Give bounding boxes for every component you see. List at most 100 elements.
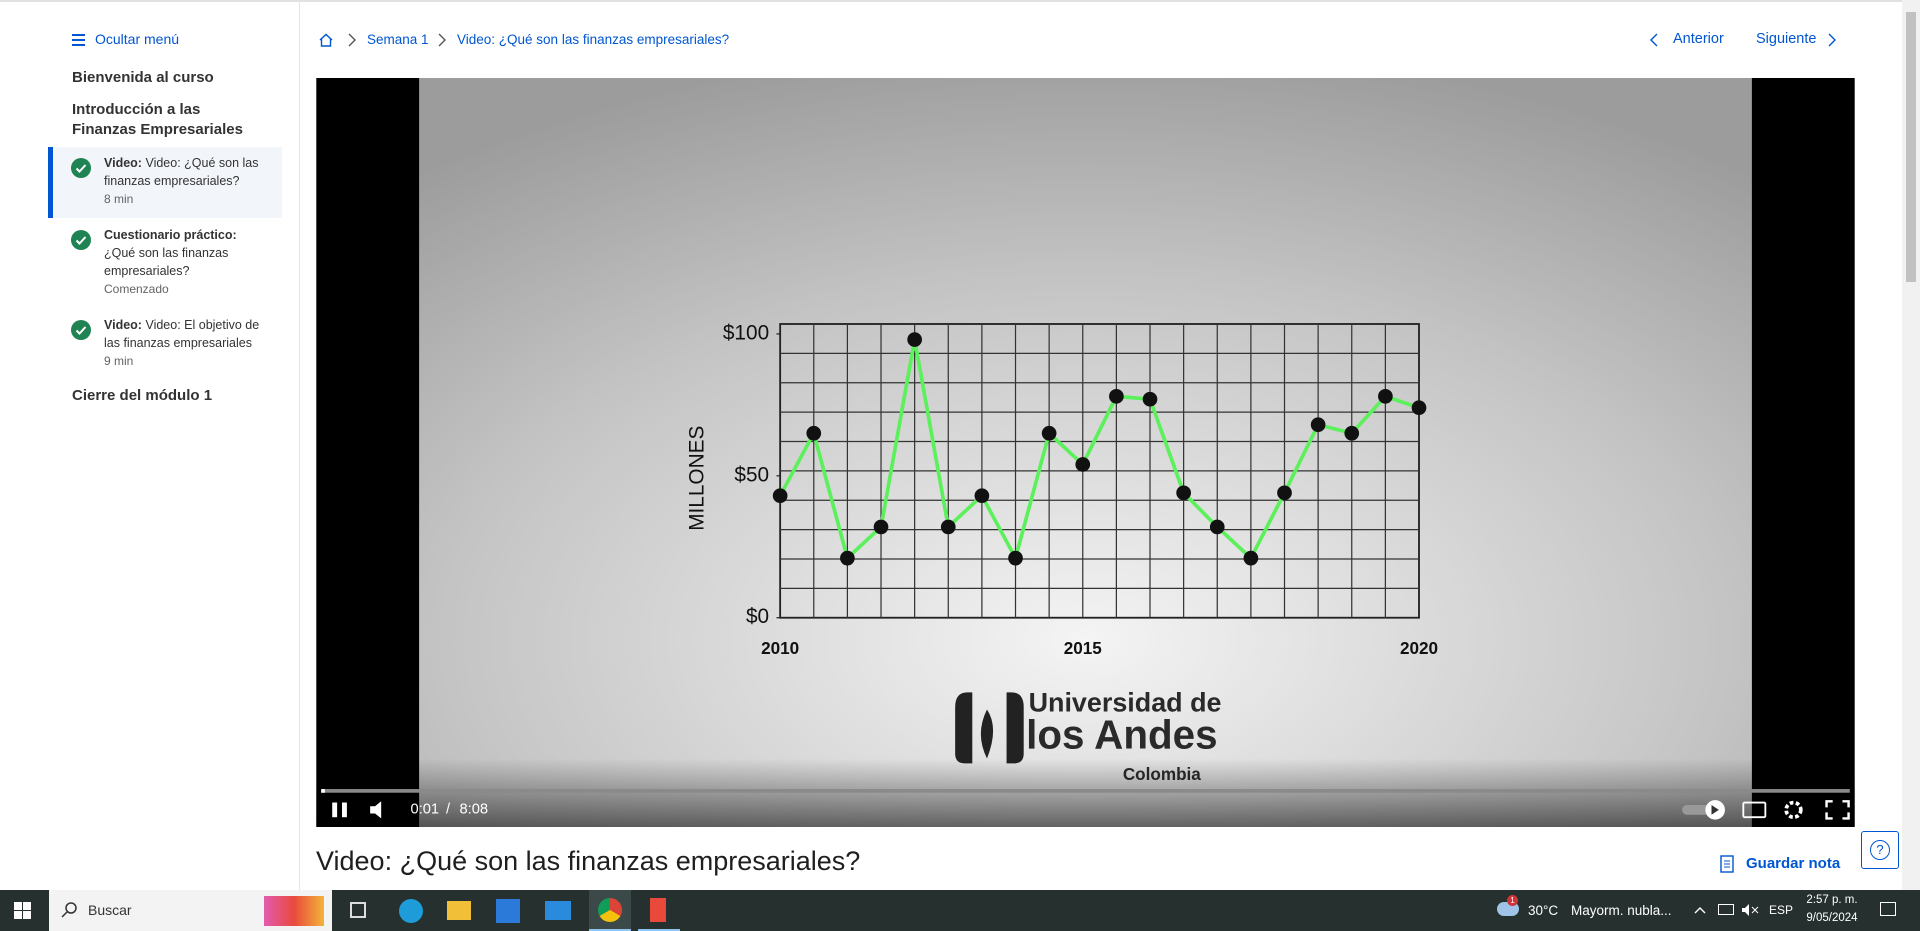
item-kind: Video:	[104, 318, 142, 332]
network-icon[interactable]	[1718, 904, 1734, 915]
help-button[interactable]: ?	[1861, 831, 1899, 869]
y-tick-label: $0	[746, 605, 769, 628]
data-point	[1109, 389, 1124, 404]
video-chart: $0 $50 $100 MILLONES 2010 2015 2020	[686, 321, 1438, 658]
sidebar: Ocultar menú Bienvenida al curso Introdu…	[0, 0, 300, 890]
data-point	[806, 425, 822, 441]
language[interactable]: ESP	[1769, 903, 1794, 917]
x-tick-label: 2015	[1064, 638, 1103, 658]
time-separator: /	[446, 802, 451, 818]
captions-button[interactable]	[1742, 801, 1767, 819]
data-point	[1411, 400, 1427, 416]
store-icon[interactable]	[496, 899, 520, 923]
volume-button[interactable]	[370, 801, 382, 819]
item-title: ¿Qué son las finanzas empresariales?	[104, 246, 229, 278]
edge-icon[interactable]	[399, 899, 423, 923]
progress-track[interactable]	[321, 789, 1850, 793]
fullscreen-button[interactable]	[1825, 800, 1850, 820]
lesson-item[interactable]: Video: Video: El objetivo de las finanza…	[104, 316, 264, 370]
data-point	[1378, 389, 1393, 404]
weather-badge: 1	[1507, 895, 1518, 906]
active-indicator	[48, 147, 53, 218]
x-tick-label: 2010	[761, 638, 799, 658]
video-player[interactable]: $0 $50 $100 MILLONES 2010 2015 2020 Universida…	[316, 78, 1855, 827]
duration: 8:08	[459, 802, 488, 818]
mail-icon[interactable]	[545, 901, 571, 920]
chevron-left	[1650, 33, 1658, 47]
item-meta: 8 min	[104, 192, 134, 206]
data-point	[772, 488, 788, 504]
explorer-icon[interactable]	[447, 901, 471, 920]
check-icon	[71, 320, 91, 340]
logo-text: Universidad de	[1029, 688, 1222, 718]
data-point	[1075, 457, 1091, 472]
volume-icon[interactable]	[1741, 903, 1759, 917]
current-time: 0:01	[411, 802, 440, 818]
tray-chevron[interactable]	[1694, 905, 1706, 915]
section-title[interactable]: Bienvenida al curso	[72, 69, 214, 86]
chevron	[348, 33, 356, 47]
next-button[interactable]: Siguiente	[1756, 31, 1817, 47]
section-title[interactable]: Cierre del módulo 1	[72, 387, 213, 404]
scroll-thumb[interactable]	[1906, 12, 1916, 282]
search-text: Buscar	[88, 902, 132, 918]
data-line	[778, 339, 1420, 564]
breadcrumb-link[interactable]: Semana 1	[367, 32, 429, 47]
clock-date[interactable]: 9/05/2024	[1806, 912, 1858, 924]
clock-time[interactable]: 2:57 p. m.	[1806, 894, 1858, 906]
search-box[interactable]: Buscar	[49, 890, 332, 931]
taskbar: Buscar 1 30°C Mayorm. nubla... ESP 2:57 …	[0, 890, 1920, 931]
data-point	[1277, 485, 1292, 501]
data-point	[873, 519, 889, 535]
breadcrumb-link[interactable]: Video: ¿Qué son las finanzas empresarial…	[457, 32, 730, 47]
data-point	[1209, 519, 1225, 535]
y-axis-label: MILLONES	[686, 426, 709, 531]
data-point	[840, 550, 855, 566]
hide-menu[interactable]: Ocultar menú	[95, 31, 180, 47]
note-icon	[1720, 855, 1734, 873]
item-kind: Video:	[104, 156, 142, 170]
data-point	[1243, 550, 1259, 566]
item-meta: 9 min	[104, 354, 134, 368]
search-icon	[61, 902, 77, 918]
data-point	[907, 332, 922, 347]
logo-mark	[955, 692, 1024, 764]
item-title: Video: ¿Qué son las finanzas empresarial…	[104, 156, 259, 188]
data-point	[1008, 550, 1023, 566]
data-point	[1310, 417, 1326, 433]
item-kind: Cuestionario práctico:	[104, 228, 237, 242]
data-point	[1176, 485, 1191, 501]
home-icon[interactable]	[318, 32, 334, 48]
page-title: Video: ¿Qué son las finanzas empresarial…	[316, 846, 861, 876]
logo-text: los Andes	[1026, 711, 1217, 757]
lesson-item[interactable]: Video: Video: ¿Qué son las finanzas empr…	[104, 154, 264, 208]
task-view[interactable]	[350, 902, 366, 918]
chevron	[438, 33, 446, 47]
weather-text[interactable]: Mayorm. nubla...	[1571, 903, 1672, 918]
data-point	[1041, 425, 1057, 441]
menu-icon	[72, 34, 85, 46]
item-title: Video: El objetivo de las finanzas empre…	[104, 318, 260, 350]
video-content	[419, 78, 1752, 827]
app-button[interactable]	[638, 890, 680, 931]
search-highlight	[264, 896, 324, 926]
data-point	[1142, 391, 1158, 407]
settings-button[interactable]	[1784, 800, 1803, 820]
save-note-button[interactable]: Guardar nota	[1746, 855, 1841, 872]
start-button[interactable]	[14, 902, 31, 919]
chrome-button[interactable]	[589, 890, 631, 931]
previous-button[interactable]: Anterior	[1673, 31, 1724, 47]
chrome-icon	[598, 898, 622, 922]
lesson-item[interactable]: Cuestionario práctico: ¿Qué son las fina…	[104, 226, 264, 298]
scrollbar[interactable]	[1902, 0, 1920, 890]
help-icon: ?	[1870, 840, 1890, 860]
notifications[interactable]	[1880, 902, 1896, 916]
section-title[interactable]: Introducción a las Finanzas Empresariale…	[72, 101, 243, 138]
temperature[interactable]: 30°C	[1528, 903, 1559, 918]
progress-played	[321, 789, 325, 793]
autoplay-toggle[interactable]	[1682, 800, 1725, 820]
active-item-bg	[48, 147, 282, 218]
pause-button[interactable]	[332, 802, 347, 818]
data-point	[1344, 425, 1360, 441]
